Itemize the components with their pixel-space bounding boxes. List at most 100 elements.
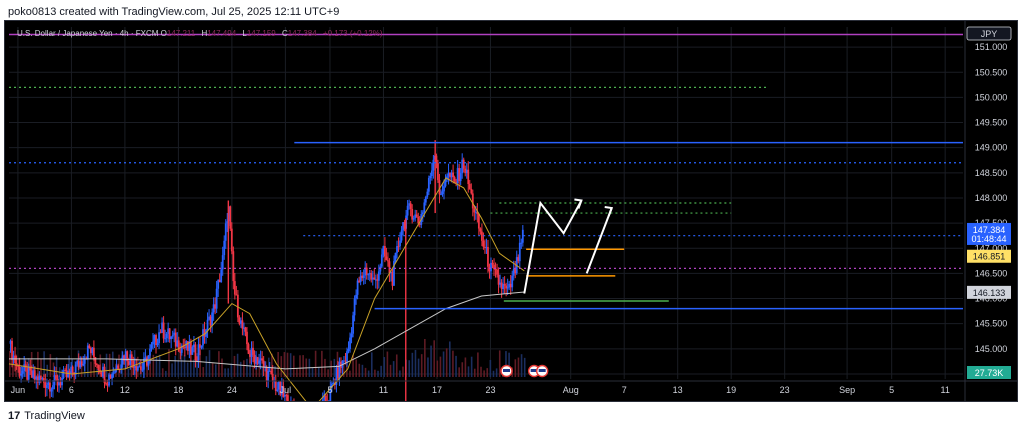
candle-body bbox=[432, 159, 435, 171]
high-value: 147.494 bbox=[207, 29, 237, 38]
price-tick-label: 147.000 bbox=[975, 243, 1008, 253]
volume-bar bbox=[342, 360, 345, 377]
volume-bar bbox=[211, 363, 214, 377]
price-label: 147.384 bbox=[973, 225, 1006, 235]
volume-bar bbox=[205, 356, 208, 377]
candle-body bbox=[443, 186, 445, 192]
candle-body bbox=[383, 246, 386, 257]
price-chart[interactable]: 151.000 150.500 150.000 149.500 149.000 148.5… bbox=[5, 21, 1017, 401]
candle-body bbox=[52, 385, 54, 390]
time-tick-label: Sep bbox=[839, 385, 855, 395]
price-tick-label: 151.000 bbox=[975, 42, 1008, 52]
candle-body bbox=[377, 271, 380, 281]
time-tick-label: 11 bbox=[940, 385, 949, 395]
volume-bar bbox=[37, 351, 39, 377]
candle-body bbox=[202, 329, 204, 346]
candle-body bbox=[411, 208, 414, 220]
volume-bar bbox=[408, 360, 411, 377]
candle-body bbox=[479, 228, 482, 232]
volume-bar bbox=[427, 357, 429, 377]
candle-body bbox=[453, 177, 456, 182]
candle-body bbox=[252, 347, 254, 355]
price-label-box bbox=[967, 222, 1011, 245]
economic-event-flag-icon bbox=[503, 369, 511, 372]
candle-body bbox=[17, 365, 19, 367]
candle-body bbox=[480, 231, 483, 241]
candle-body bbox=[226, 221, 229, 224]
volume-bar bbox=[292, 355, 295, 377]
candle-body bbox=[176, 340, 179, 347]
candle-body bbox=[244, 327, 247, 332]
candle-body bbox=[186, 341, 189, 351]
price-tick-label: 145.500 bbox=[975, 319, 1008, 329]
volume-bar bbox=[402, 366, 404, 377]
chart-panel[interactable]: 151.000 150.500 150.000 149.500 149.000 148.5… bbox=[4, 20, 1018, 402]
candle-body bbox=[494, 268, 497, 270]
volume-bar bbox=[380, 365, 382, 377]
volume-bar bbox=[327, 369, 329, 377]
candle-body bbox=[77, 360, 80, 368]
volume-bar bbox=[498, 350, 501, 377]
chart-background bbox=[5, 21, 1017, 401]
price-label-box bbox=[967, 249, 1011, 263]
volume-bar bbox=[455, 355, 457, 377]
candle-body bbox=[417, 216, 420, 224]
candle-body bbox=[193, 344, 195, 348]
candle-body bbox=[379, 266, 382, 272]
price-tick-label: 150.000 bbox=[975, 92, 1008, 102]
volume-bar bbox=[445, 348, 448, 377]
candle-body bbox=[261, 358, 264, 361]
volume-bar bbox=[277, 352, 279, 377]
volume-bar bbox=[108, 353, 111, 377]
tradingview-footer: 17 TradingView bbox=[8, 410, 85, 422]
candles bbox=[9, 152, 524, 401]
candle-body bbox=[356, 280, 359, 295]
candle-body bbox=[441, 191, 444, 195]
candle-body bbox=[221, 255, 224, 270]
volume-bar bbox=[96, 368, 98, 377]
candle-body bbox=[102, 366, 104, 377]
candle-body bbox=[387, 260, 389, 262]
candle-body bbox=[208, 316, 210, 320]
volume-bar bbox=[461, 362, 464, 377]
volume-bar bbox=[280, 356, 283, 377]
time-tick-label: 19 bbox=[726, 385, 736, 395]
candle-body bbox=[11, 340, 13, 360]
candle-body bbox=[59, 382, 62, 386]
candle-body bbox=[274, 381, 277, 391]
candle-body bbox=[197, 344, 200, 361]
price-tick-label: 148.500 bbox=[975, 168, 1008, 178]
volume-bar bbox=[470, 356, 473, 377]
candle-body bbox=[286, 395, 289, 401]
candle-body bbox=[338, 361, 341, 379]
candle-body bbox=[429, 175, 432, 179]
low-label: L bbox=[242, 29, 247, 38]
volume-bar bbox=[296, 367, 298, 377]
candle-body bbox=[20, 373, 23, 376]
volume-bar bbox=[383, 357, 386, 377]
candle-body bbox=[130, 354, 133, 361]
volume-bar bbox=[87, 360, 89, 377]
volume-bar bbox=[299, 355, 301, 377]
open-value: 147.211 bbox=[166, 29, 196, 38]
candle-body bbox=[62, 370, 65, 378]
candle-body bbox=[212, 304, 215, 313]
candle-body bbox=[403, 222, 406, 229]
volume-bar bbox=[161, 368, 164, 377]
volume-bar bbox=[520, 354, 523, 377]
volume-bar bbox=[317, 366, 320, 377]
candle-body bbox=[385, 256, 388, 261]
close-label: C bbox=[281, 29, 288, 38]
candle-body bbox=[35, 376, 38, 380]
candle-body bbox=[152, 341, 154, 345]
candle-body bbox=[9, 340, 12, 344]
price-label-box bbox=[967, 285, 1011, 299]
time-tick-label: Jul bbox=[280, 385, 292, 395]
candle-body bbox=[232, 251, 235, 282]
candle-body bbox=[485, 247, 488, 249]
candle-body bbox=[205, 330, 207, 337]
candle-body bbox=[512, 268, 515, 276]
volume-bar bbox=[314, 350, 317, 377]
candle-body bbox=[343, 360, 345, 362]
candle-body bbox=[352, 315, 354, 334]
